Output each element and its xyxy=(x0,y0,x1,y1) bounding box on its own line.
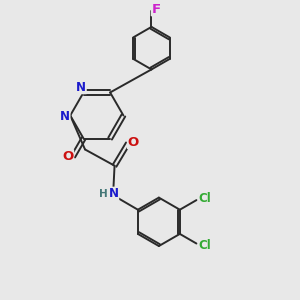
Text: H: H xyxy=(99,189,108,199)
Text: F: F xyxy=(151,3,160,16)
Text: N: N xyxy=(76,81,86,94)
Text: Cl: Cl xyxy=(198,238,211,251)
Text: O: O xyxy=(62,150,74,163)
Text: N: N xyxy=(60,110,70,124)
Text: O: O xyxy=(128,136,139,148)
Text: Cl: Cl xyxy=(198,192,211,205)
Text: N: N xyxy=(109,187,119,200)
